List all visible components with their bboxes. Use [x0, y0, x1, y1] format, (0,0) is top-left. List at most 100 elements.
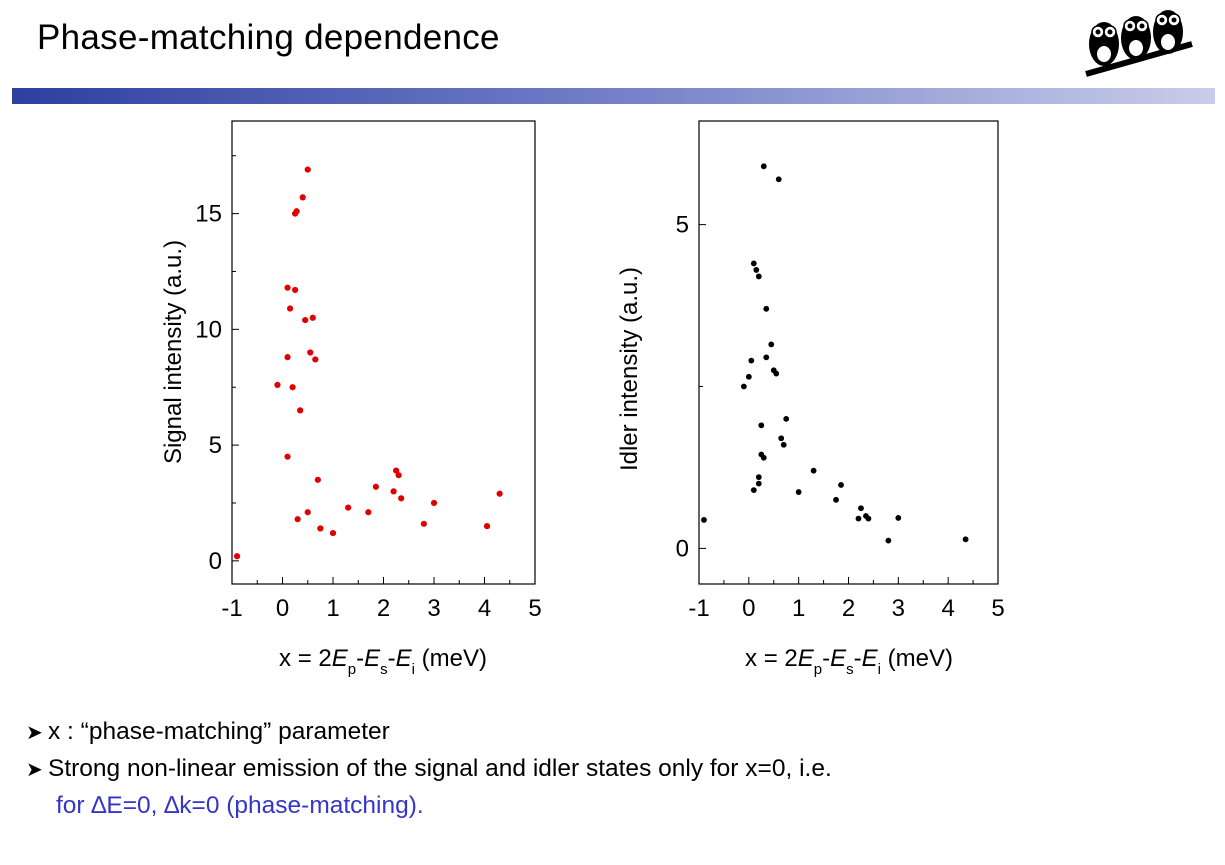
idler-xtick-label: 1	[792, 595, 805, 622]
signal-point	[372, 483, 380, 490]
signal-point	[393, 467, 400, 474]
idler-point	[740, 383, 747, 390]
signal-chart: -1 0 1 2 3 4 5 0 5 10 15 Signal intensity (a.u.) x…	[160, 120, 542, 678]
signal-ytick-label: 5	[209, 432, 222, 459]
idler-point	[783, 415, 790, 422]
bullet-item: ➤ x : “phase-matching” parameter	[26, 714, 832, 751]
idler-point	[701, 516, 707, 523]
idler-point	[780, 441, 787, 448]
idler-point	[855, 515, 862, 522]
idler-point	[962, 536, 969, 543]
signal-point	[317, 525, 324, 532]
signal-point	[483, 523, 491, 530]
idler-point	[748, 357, 755, 364]
signal-point	[496, 490, 503, 497]
idler-point	[810, 467, 817, 474]
signal-point	[284, 453, 291, 460]
idler-point	[778, 435, 785, 442]
signal-point	[314, 476, 321, 483]
idler-point	[775, 176, 782, 183]
signal-ytick-label: 0	[209, 548, 222, 575]
signal-xtick-label: 2	[377, 595, 390, 622]
signal-xtick-label: -1	[221, 595, 242, 622]
idler-xtick-label: -1	[688, 595, 709, 622]
signal-ytick-label: 15	[195, 201, 222, 228]
signal-xlabel: x = 2Ep-Es-Ei (meV)	[279, 645, 487, 678]
bullet-note: for ∆E=0, ∆k=0 (phase-matching).	[56, 792, 424, 819]
signal-point	[302, 316, 309, 324]
bullet-text: x : “phase-matching” parameter	[48, 718, 390, 745]
signal-point	[304, 166, 311, 173]
idler-xtick-label: 3	[892, 595, 905, 622]
idler-ylabel: Idler intensity (a.u.)	[616, 267, 643, 471]
idler-point	[858, 505, 864, 512]
bullet-text: Strong non-linear emission of the signal…	[48, 755, 832, 782]
signal-point	[286, 305, 294, 312]
signal-point	[274, 381, 281, 389]
signal-point	[390, 488, 397, 495]
signal-point	[309, 314, 316, 321]
idler-point	[755, 273, 762, 280]
idler-ytick-label: 5	[676, 212, 689, 239]
bullet-item: ➤ Strong non-linear emission of the signa…	[26, 751, 832, 788]
signal-point	[284, 284, 291, 291]
signal-point	[430, 499, 438, 507]
idler-point	[745, 373, 752, 380]
idler-chart: -1 0 1 2 3 4 5 0 5 Idler intensity (a.u.) x = 2E…	[616, 120, 1005, 678]
bullet-arrow-icon: ➤	[26, 722, 43, 744]
signal-xtick-label: 3	[427, 595, 440, 622]
signal-xtick-label: 0	[276, 595, 289, 622]
signal-ylabel: Signal intensity (a.u.)	[160, 240, 187, 464]
idler-point	[755, 474, 762, 481]
idler-xtick-label: 5	[991, 595, 1004, 622]
signal-point	[420, 520, 427, 527]
signal-xtick-label: 4	[478, 595, 491, 622]
idler-point	[760, 163, 767, 170]
signal-point	[289, 384, 296, 391]
page-title: Phase-matching dependence	[37, 18, 500, 57]
idler-point	[833, 496, 839, 503]
signal-point	[284, 354, 291, 361]
idler-xtick-label: 2	[842, 595, 855, 622]
signal-point	[233, 553, 241, 560]
signal-point	[299, 194, 306, 201]
signal-point	[294, 516, 301, 523]
idler-plot-frame	[698, 120, 999, 585]
signal-point	[398, 495, 405, 502]
title-accent-bar	[12, 88, 1215, 104]
idler-xtick-label: 4	[941, 595, 954, 622]
idler-point	[768, 341, 775, 348]
signal-point	[292, 286, 299, 294]
signal-point	[329, 529, 337, 537]
idler-point	[750, 487, 757, 494]
idler-point	[755, 480, 762, 487]
signal-point	[304, 509, 311, 516]
idler-point	[838, 482, 844, 488]
signal-point	[312, 356, 319, 363]
idler-point	[885, 537, 892, 544]
idler-point	[758, 422, 765, 429]
idler-xtick-label: 0	[742, 595, 755, 622]
idler-point	[750, 260, 757, 267]
idler-point	[763, 305, 770, 312]
idler-point	[753, 267, 760, 273]
idler-point	[895, 515, 902, 521]
bullet-list: ➤ x : “phase-matching” parameter ➤ Strong …	[26, 714, 832, 824]
bullet-arrow-icon: ➤	[26, 759, 43, 781]
signal-plot-frame	[231, 120, 536, 585]
signal-xtick-label: 5	[528, 595, 541, 622]
signal-point	[293, 208, 300, 215]
idler-point	[760, 454, 767, 461]
idler-ytick-label: 0	[676, 535, 689, 562]
signal-point	[345, 504, 352, 511]
signal-point	[365, 509, 372, 516]
idler-point	[763, 354, 770, 361]
idler-point	[773, 370, 780, 377]
signal-point	[307, 349, 314, 356]
signal-xtick-label: 1	[326, 595, 339, 622]
signal-point	[395, 472, 402, 479]
signal-ytick-label: 10	[195, 316, 222, 343]
idler-point	[795, 489, 802, 495]
idler-point	[865, 515, 872, 522]
